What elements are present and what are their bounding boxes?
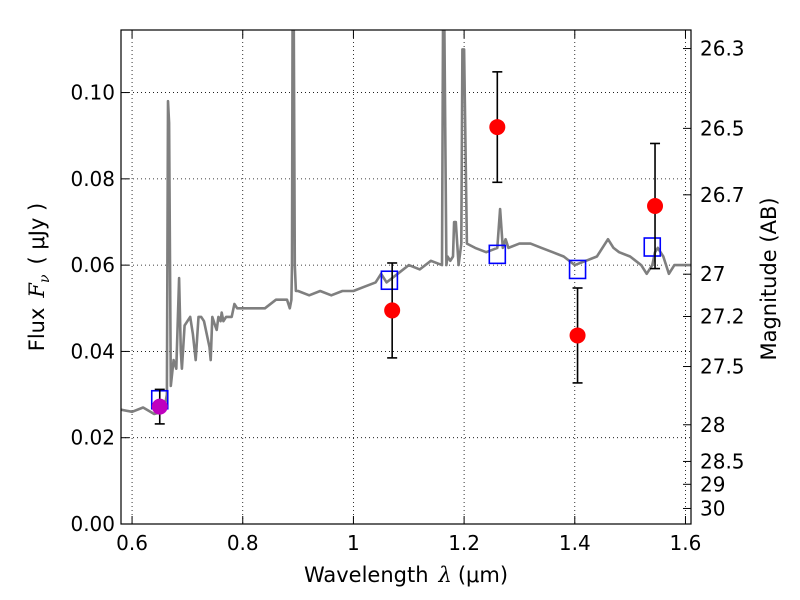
y-tick-label: 0.10 [70, 81, 115, 105]
mag-tick-label: 28 [700, 413, 725, 437]
photometry-point [647, 198, 664, 215]
mag-tick-label: 30 [700, 496, 725, 520]
mag-tick-label: 28.5 [700, 449, 745, 473]
mag-tick-label: 27 [700, 262, 725, 286]
mag-tick-label: 26.7 [700, 183, 745, 207]
points-layer [150, 71, 664, 425]
model-band-flux-marker [643, 237, 662, 257]
photometry-point [151, 398, 168, 415]
x-tick-label: 1.4 [559, 531, 591, 555]
mag-tick-label: 27.2 [700, 304, 745, 328]
photometry-point [384, 302, 401, 319]
photometry-point [569, 327, 586, 344]
mag-tick-label: 26.5 [700, 116, 745, 140]
x-tick-label: 1 [347, 531, 360, 555]
y-tick-label: 0.02 [70, 426, 115, 450]
x-tick-label: 1.2 [448, 531, 480, 555]
model-band-flux-marker [488, 244, 507, 265]
model-band-flux-marker [380, 270, 399, 291]
mag-tick-label: 27.5 [700, 355, 745, 379]
spectrum-layer [121, 30, 691, 416]
y-axis-title: FluxFν( μJy ) [25, 203, 53, 351]
y-tick-label: 0.04 [70, 339, 115, 363]
y-tick-label: 0.06 [70, 253, 115, 277]
plot-frame [120, 29, 692, 525]
x-tick-label: 0.6 [116, 531, 148, 555]
axis-ticks: 0.6 0.8 1 1.2 1.4 1.6 0.00 0.02 0.04 0.06 0.08 0.10… [70, 30, 745, 555]
photometry-point [489, 119, 506, 136]
mag-tick-label: 26.3 [700, 37, 745, 61]
model-spectrum-line [121, 30, 691, 416]
x-tick-label: 1.6 [670, 531, 702, 555]
y-tick-label: 0.00 [70, 512, 115, 536]
mag-tick-label: 29 [700, 472, 725, 496]
x-axis-title: Wavelength λ (μm) [304, 563, 508, 587]
model-band-flux-marker [568, 259, 587, 280]
y2-axis-title: Magnitude (AB) [757, 197, 781, 360]
x-tick-label: 0.8 [227, 531, 259, 555]
y-tick-label: 0.08 [70, 167, 115, 191]
